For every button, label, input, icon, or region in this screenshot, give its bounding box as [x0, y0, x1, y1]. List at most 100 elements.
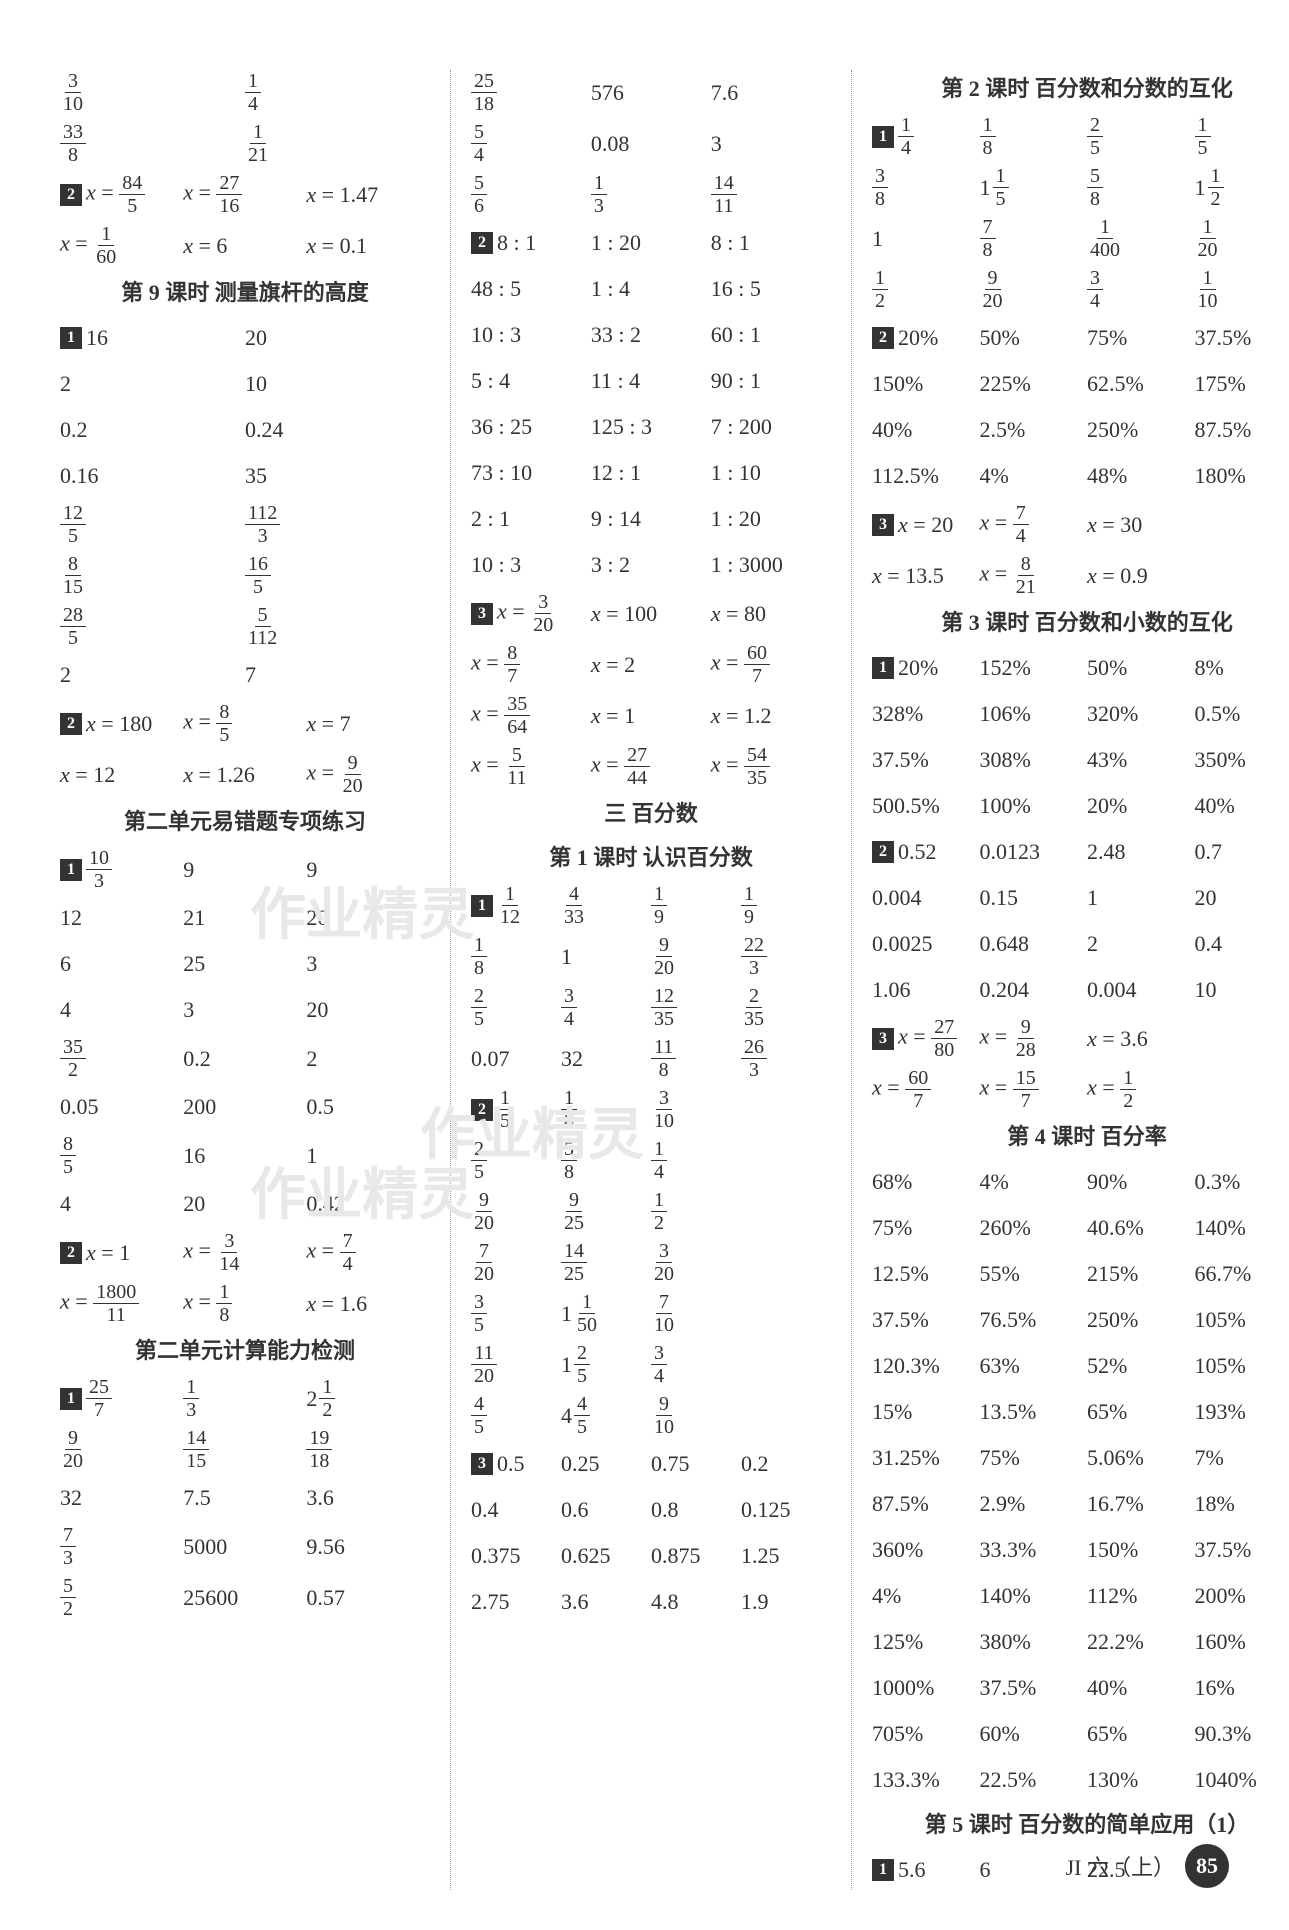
- data-row: 0.3750.6250.8751.25: [471, 1536, 831, 1576]
- cell: 815: [60, 553, 245, 598]
- cell: x = 928: [980, 1016, 1088, 1061]
- cell: 1: [561, 939, 651, 974]
- cell: x = 511: [471, 744, 591, 789]
- cell: 1150: [561, 1291, 651, 1336]
- cell: 37.5%: [980, 1670, 1088, 1705]
- cell: 75%: [980, 1440, 1088, 1475]
- cell: 50%: [1087, 650, 1195, 685]
- cell: 920: [471, 1189, 561, 1234]
- data-row: x = 511x = 2744x = 5435: [471, 744, 831, 789]
- cell: 25: [471, 985, 561, 1030]
- section-header: 第 4 课时 百分率: [872, 1118, 1289, 1156]
- data-row: 4320: [60, 990, 430, 1030]
- cell: 6: [60, 946, 183, 981]
- cell: 0.4: [1195, 926, 1289, 961]
- cell: 18: [471, 934, 561, 979]
- bullet-3: 3: [471, 603, 493, 625]
- cell: 7.6: [711, 75, 831, 110]
- cell: 73 : 10: [471, 455, 591, 490]
- cell: 0.5: [306, 1089, 429, 1124]
- cell: 100%: [980, 788, 1088, 823]
- cell: 0.7: [1195, 834, 1289, 869]
- cell: 45: [471, 1393, 561, 1438]
- cell: 22.5%: [980, 1762, 1088, 1797]
- cell: 5 : 4: [471, 363, 591, 398]
- cell: 10 : 3: [471, 317, 591, 352]
- cell: 1: [1087, 880, 1195, 915]
- cell: 130%: [1087, 1762, 1195, 1797]
- data-row: 30.50.250.750.2: [471, 1444, 831, 1484]
- data-row: 150%225%62.5%175%: [872, 364, 1289, 404]
- cell: 920: [651, 934, 741, 979]
- column-3: 第 2 课时 百分数和分数的互化114182515381155811217814…: [872, 70, 1289, 1890]
- cell: 910: [651, 1393, 741, 1438]
- data-row: 360%33.3%150%37.5%: [872, 1530, 1289, 1570]
- section-header: 第 2 课时 百分数和分数的互化: [872, 70, 1289, 108]
- data-row: 4200.42: [60, 1184, 430, 1224]
- cell: 55%: [980, 1256, 1088, 1291]
- cell: 925: [561, 1189, 651, 1234]
- cell: 19: [741, 883, 831, 928]
- cell: 125: [561, 1342, 651, 1387]
- data-row: x = 160x = 6x = 0.1: [60, 223, 430, 268]
- cell: 140%: [980, 1578, 1088, 1613]
- cell: 37.5%: [1195, 1532, 1289, 1567]
- cell: 1 : 10: [711, 455, 831, 490]
- cell: 2: [1087, 926, 1195, 961]
- cell: 3: [306, 946, 429, 981]
- data-row: x = 3564x = 1x = 1.2: [471, 693, 831, 738]
- cell: 576: [591, 75, 711, 110]
- data-row: 5 : 411 : 490 : 1: [471, 361, 831, 401]
- cell: 125: [60, 502, 245, 547]
- cell: 15: [1195, 114, 1289, 159]
- cell: 10: [245, 366, 430, 401]
- cell: 0.3%: [1195, 1164, 1289, 1199]
- cell: 2518: [471, 70, 591, 115]
- data-row: 125713212: [60, 1376, 430, 1421]
- cell: 7.5: [183, 1480, 306, 1515]
- cell: 34: [561, 985, 651, 1030]
- cell: 20: [183, 1186, 306, 1221]
- cell: 1 : 20: [591, 225, 711, 260]
- cell: 2.75: [471, 1584, 561, 1619]
- cell: 40%: [1087, 1670, 1195, 1705]
- cell: 48%: [1087, 458, 1195, 493]
- data-row: 2x = 845x = 2716x = 1.47: [60, 172, 430, 217]
- cell: 12.5%: [872, 1256, 980, 1291]
- cell: 2: [306, 1041, 429, 1076]
- cell: 1 : 3000: [711, 547, 831, 582]
- cell: x = 157: [980, 1067, 1088, 1112]
- cell: 1411: [711, 172, 831, 217]
- cell: x = 607: [872, 1067, 980, 1112]
- cell: x = 3.6: [1087, 1021, 1195, 1056]
- cell: 0.8: [651, 1492, 741, 1527]
- section-header: 第 3 课时 百分数和小数的互化: [872, 604, 1289, 642]
- cell: 16: [183, 1138, 306, 1173]
- data-row: 110399: [60, 847, 430, 892]
- cell: x = 30: [1087, 507, 1195, 542]
- cell: 16 : 5: [711, 271, 831, 306]
- cell: 1918: [306, 1427, 429, 1472]
- cell: 150%: [1087, 1532, 1195, 1567]
- cell: 1103: [60, 847, 183, 892]
- cell: 12: [872, 267, 980, 312]
- cell: 33.3%: [980, 1532, 1088, 1567]
- cell: x = 180011: [60, 1281, 183, 1326]
- data-row: 210: [60, 364, 430, 404]
- cell: x = 160: [60, 223, 183, 268]
- cell: 34: [651, 1342, 741, 1387]
- data-row: 2855112: [60, 604, 430, 649]
- cell: 1415: [183, 1427, 306, 1472]
- data-row: 4%140%112%200%: [872, 1576, 1289, 1616]
- cell: 120%: [872, 650, 980, 685]
- cell: 125 : 3: [591, 409, 711, 444]
- cell: 150%: [872, 366, 980, 401]
- cell: 215%: [1087, 1256, 1195, 1291]
- data-row: 21518310: [471, 1087, 831, 1132]
- footer-text: JI 六（上）: [1066, 1850, 1175, 1882]
- cell: 78: [980, 216, 1088, 261]
- data-row: 52256000.57: [60, 1575, 430, 1620]
- data-row: 500.5%100%20%40%: [872, 786, 1289, 826]
- cell: 40.6%: [1087, 1210, 1195, 1245]
- cell: 1040%: [1195, 1762, 1289, 1797]
